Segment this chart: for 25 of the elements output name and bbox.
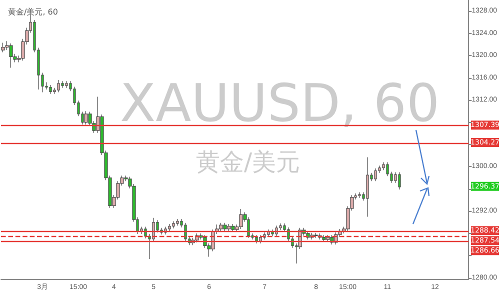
candlestick	[57, 80, 60, 93]
candlestick	[239, 208, 243, 230]
candlestick	[255, 234, 258, 244]
candlestick	[9, 43, 13, 68]
candlestick	[219, 222, 223, 232]
candlestick	[61, 80, 64, 88]
candlestick	[314, 232, 318, 238]
candlestick	[358, 192, 361, 198]
text: 黄金/美元, 60	[8, 8, 58, 16]
candlestick	[374, 168, 377, 182]
candlestick	[176, 218, 179, 226]
candlestick	[172, 220, 175, 229]
candlestick	[366, 156, 369, 218]
candlestick	[223, 222, 227, 232]
candlestick	[259, 234, 262, 244]
candlestick	[65, 80, 68, 88]
candlestick	[227, 224, 231, 232]
candlestick	[231, 224, 235, 232]
candlestick	[322, 234, 326, 242]
candlestick	[84, 110, 88, 125]
candlestick	[326, 234, 330, 242]
candlestick	[398, 172, 401, 190]
candlestick	[49, 84, 52, 94]
candlestick	[168, 224, 171, 232]
candlestick	[1, 42, 5, 53]
